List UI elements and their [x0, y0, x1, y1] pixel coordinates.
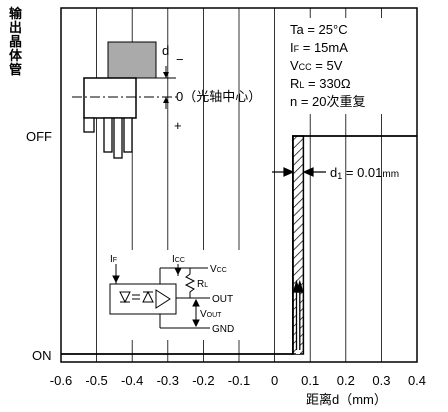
minus-sign: −	[176, 52, 184, 67]
x-tick-label: -0.3	[157, 373, 179, 388]
switching-curve	[61, 135, 417, 355]
circuit-rl-label: RL	[197, 279, 208, 290]
circuit-gnd-label: GND	[212, 324, 234, 335]
circuit-icc-label: ICC	[172, 254, 185, 265]
d-arrowhead	[163, 97, 169, 103]
d-arrowhead	[163, 72, 169, 78]
plus-sign: +	[174, 118, 182, 133]
condition-rl: RL = 330Ω	[290, 76, 351, 91]
circuit-labels: IF ICC VCC RL OUT VOUT GND	[110, 254, 234, 335]
circuit-vout-label: VOUT	[200, 309, 222, 320]
y-title-char: 体	[9, 48, 23, 63]
d-label: d	[162, 43, 169, 58]
y-title-char: 输	[9, 6, 23, 21]
condition-if: IF = 15mA	[290, 40, 348, 55]
band-gap-mask	[296, 287, 300, 354]
condition-vcc: VCC = 5V	[290, 58, 343, 73]
on-label: ON	[32, 348, 52, 363]
sensor-lead	[123, 117, 133, 153]
condition-n: n = 20次重复	[290, 94, 366, 109]
sensor-housing	[83, 77, 137, 119]
zero-label: 0（光轴中心）	[176, 89, 261, 104]
x-tick-label: -0.5	[85, 373, 107, 388]
x-tick-label: 0.4	[408, 373, 426, 388]
y-title-char: 出	[9, 20, 22, 35]
condition-ta: Ta = 25°C	[290, 22, 348, 37]
y-axis-title: 输 出 晶 体 管	[9, 6, 23, 77]
x-tick-labels: -0.6 -0.5 -0.4 -0.3 -0.2 -0.1 0 0.1 0.2 0.3 0.4	[50, 373, 426, 388]
sensor-lead	[113, 117, 123, 159]
x-tick-label: -0.4	[121, 373, 143, 388]
x-tick-label: 0.2	[337, 373, 355, 388]
x-tick-label: -0.2	[192, 373, 214, 388]
conditions-background	[287, 18, 407, 114]
test-conditions: Ta = 25°C IF = 15mA VCC = 5V RL = 330Ω n…	[287, 18, 407, 114]
x-tick-label: -0.6	[50, 373, 72, 388]
ic-package	[109, 283, 177, 315]
circuit-if-label: IF	[110, 254, 117, 265]
sensor-tab	[83, 117, 95, 133]
circuit-out-label: OUT	[212, 294, 233, 305]
rising-arrows	[292, 279, 304, 350]
y-title-char: 晶	[9, 34, 22, 49]
x-tick-label: 0	[271, 373, 278, 388]
circuit-vcc-label: VCC	[210, 264, 227, 275]
circuit-schematic	[100, 250, 250, 340]
sensor-lead	[103, 117, 113, 153]
sensor-illustration: d − 0（光轴中心） +	[72, 41, 261, 159]
x-tick-label: 0.1	[301, 373, 319, 388]
x-tick-label: -0.1	[228, 373, 250, 388]
d1-label: d1 = 0.01mm	[330, 165, 399, 181]
off-label: OFF	[26, 129, 52, 144]
sensing-object	[107, 41, 157, 79]
y-title-char: 管	[9, 62, 22, 77]
d1-dimension-arrows	[272, 167, 326, 177]
x-axis-title: 距离d（mm）	[306, 392, 387, 407]
x-tick-label: 0.3	[372, 373, 390, 388]
